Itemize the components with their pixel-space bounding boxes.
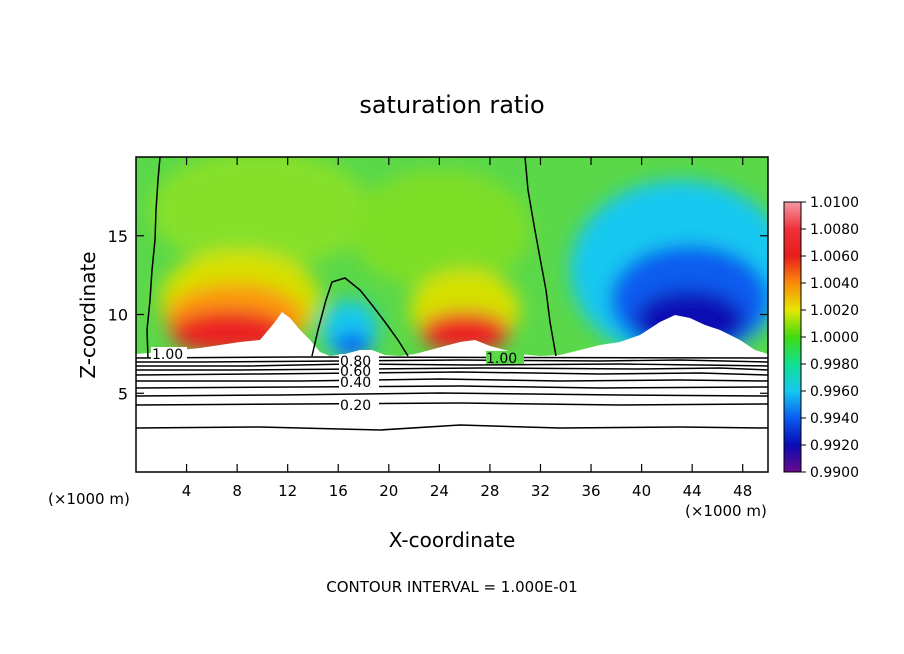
x-axis-label: X-coordinate (389, 528, 516, 552)
colorbar: 1.0100 1.0080 1.0060 1.0040 1.0020 1.0000 0.99… (783, 195, 859, 481)
contour-label-4: 0.40 (340, 375, 371, 391)
y-axis: 5 10 15 (108, 227, 768, 403)
contour-label-6: 1.00 (486, 351, 517, 367)
colorbar-ticks: 1.0100 1.0080 1.0060 1.0040 1.0020 1.0000 0.99… (801, 195, 859, 481)
x-unit-left: (×1000 m) (48, 490, 130, 508)
contour-label-1: 1.00 (152, 347, 183, 363)
y-tick-label: 5 (118, 384, 128, 403)
x-unit-right: (×1000 m) (685, 502, 767, 520)
colorbar-tick-label: 0.9980 (810, 357, 859, 373)
colorbar-tick-label: 1.0020 (810, 303, 859, 319)
contour-lines (135, 156, 769, 431)
x-tick-label: 44 (683, 482, 702, 500)
chart-title: saturation ratio (359, 91, 544, 119)
colorbar-tick-label: 1.0000 (810, 330, 859, 346)
colorbar-tick-label: 0.9920 (810, 438, 859, 454)
x-tick-label: 20 (379, 482, 398, 500)
x-tick-label: 36 (581, 482, 600, 500)
colorbar-tick-label: 1.0100 (810, 195, 859, 211)
x-axis: 4 8 12 16 20 24 28 32 36 40 44 48 (182, 157, 752, 500)
contour-label-5: 0.20 (340, 398, 371, 414)
heatmap-field (136, 157, 768, 472)
x-tick-label: 24 (430, 482, 449, 500)
colorbar-gradient (783, 201, 802, 473)
y-axis-label: Z-coordinate (76, 251, 100, 378)
colorbar-tick-label: 0.9960 (810, 384, 859, 400)
colorbar-tick-label: 1.0080 (810, 222, 859, 238)
colorbar-tick-label: 0.9900 (810, 465, 859, 481)
x-tick-label: 16 (329, 482, 348, 500)
x-tick-label: 40 (632, 482, 651, 500)
y-tick-label: 10 (108, 306, 128, 325)
x-tick-label: 48 (733, 482, 752, 500)
x-tick-label: 8 (232, 482, 242, 500)
x-tick-label: 28 (480, 482, 499, 500)
colorbar-tick-label: 1.0040 (810, 276, 859, 292)
x-tick-label: 4 (182, 482, 192, 500)
contour-labels: 1.00 0.80 0.60 0.40 0.20 1.00 (151, 347, 524, 414)
x-tick-label: 12 (278, 482, 297, 500)
colorbar-tick-label: 1.0060 (810, 249, 859, 265)
contour-interval-note: CONTOUR INTERVAL = 1.000E-01 (326, 578, 577, 596)
x-tick-label: 32 (531, 482, 550, 500)
y-tick-label: 15 (108, 227, 128, 246)
colorbar-tick-label: 0.9940 (810, 411, 859, 427)
